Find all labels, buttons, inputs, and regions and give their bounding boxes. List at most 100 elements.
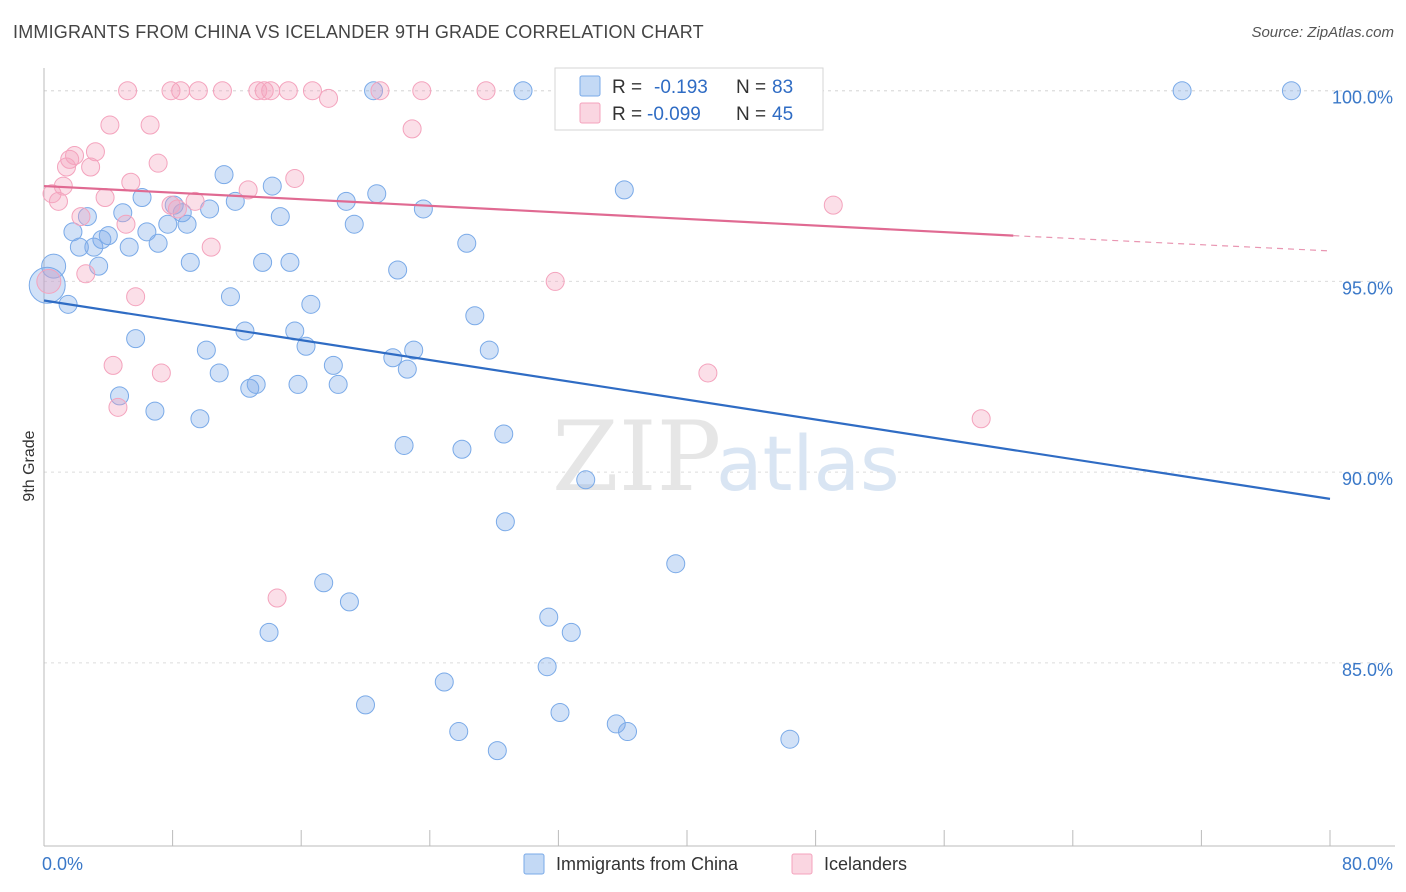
point-china [280, 252, 300, 272]
point-china [465, 306, 485, 326]
point-china [550, 702, 570, 722]
point-icelanders [161, 81, 181, 101]
point-icelanders [402, 119, 422, 139]
point-china [780, 729, 800, 749]
point-china [614, 180, 634, 200]
point-china [397, 359, 417, 379]
point-icelanders [267, 588, 287, 608]
point-china [209, 363, 229, 383]
y-tick-label: 85.0% [1342, 660, 1393, 680]
trend-line-china [43, 299, 1331, 500]
point-icelanders [71, 207, 91, 227]
point-china [487, 741, 507, 761]
point-china [457, 233, 477, 253]
point-china [394, 435, 414, 455]
point-china [388, 260, 408, 280]
point-china [339, 592, 359, 612]
point-icelanders [823, 195, 843, 215]
point-icelanders [319, 88, 339, 108]
trend-line-icelanders-extension [1013, 235, 1331, 252]
point-china [356, 695, 375, 715]
point-icelanders [118, 81, 138, 101]
point-china [606, 714, 626, 734]
point-china [246, 374, 266, 394]
point-china [539, 607, 559, 627]
point-icelanders [48, 191, 68, 211]
legend-r-label: R = [612, 104, 642, 125]
point-china [145, 401, 165, 421]
watermark: ZIP atlas [552, 401, 900, 513]
tick-labels: 85.0% 90.0% 95.0% 100.0% 0.0% 80.0% [42, 88, 1393, 874]
point-icelanders [57, 157, 77, 177]
point-icelanders [167, 199, 187, 219]
y-tick-label: 95.0% [1342, 278, 1393, 298]
point-icelanders [212, 81, 232, 101]
point-china [479, 340, 499, 360]
legend-swatch-china [579, 75, 601, 97]
point-china [190, 409, 210, 429]
point-china [364, 81, 384, 101]
legend-n-value-china: 83 [772, 77, 793, 98]
point-china [513, 81, 533, 101]
point-china [288, 374, 308, 394]
point-china [367, 184, 387, 204]
point-icelanders [201, 237, 221, 257]
point-icelanders [238, 180, 258, 200]
trend-line-icelanders [43, 184, 1014, 237]
point-icelanders [100, 115, 120, 135]
point-china [262, 176, 282, 196]
point-icelanders [85, 142, 105, 162]
legend-swatch-icelanders [579, 102, 601, 124]
point-china [132, 188, 152, 208]
legend-n-label: N = [736, 77, 766, 98]
point-china [537, 657, 557, 677]
point-china [214, 165, 234, 185]
point-china [383, 348, 403, 368]
point-icelanders [545, 271, 565, 291]
point-china [314, 573, 334, 593]
legend-r-label: R = [612, 77, 642, 98]
point-icelanders [140, 115, 160, 135]
point-china [113, 203, 133, 223]
point-china [177, 214, 197, 234]
point-icelanders [42, 184, 62, 204]
bottom-legend-swatch-icelanders [791, 853, 813, 875]
point-icelanders [278, 81, 298, 101]
x-tick-label-max: 80.0% [1342, 854, 1393, 874]
point-china [452, 439, 472, 459]
point-china [666, 554, 686, 574]
point-china [576, 470, 596, 490]
point-china [495, 512, 515, 532]
point-icelanders [81, 157, 101, 177]
stats-legend: R = -0.193 N = 83 R = -0.099 N = 45 [554, 67, 824, 131]
point-china [148, 233, 168, 253]
point-china [434, 672, 454, 692]
point-icelanders [126, 287, 146, 307]
point-icelanders [103, 355, 123, 375]
point-china [41, 253, 67, 279]
point-icelanders [254, 81, 274, 101]
point-icelanders [65, 146, 85, 166]
legend-r-value-china: -0.193 [654, 77, 708, 98]
point-icelanders [148, 153, 168, 173]
point-icelanders [95, 188, 115, 208]
chart-title: IMMIGRANTS FROM CHINA VS ICELANDER 9TH G… [13, 22, 704, 42]
point-icelanders [121, 172, 141, 192]
point-china [119, 237, 139, 257]
legend-r-value-icelanders: -0.099 [647, 104, 701, 125]
y-tick-label: 90.0% [1342, 469, 1393, 489]
point-icelanders [370, 81, 390, 101]
point-china [253, 252, 273, 272]
point-china [449, 722, 469, 742]
point-china [301, 294, 321, 314]
point-china [270, 207, 290, 227]
x-tick-label-min: 0.0% [42, 854, 83, 874]
point-china [344, 214, 364, 234]
point-icelanders [151, 363, 171, 383]
point-china [77, 207, 97, 227]
point-china [137, 222, 157, 242]
source-credit: Source: ZipAtlas.com [1251, 24, 1394, 41]
bottom-legend-label-icelanders: Icelanders [824, 854, 907, 874]
point-icelanders [171, 81, 191, 101]
point-china [196, 340, 216, 360]
